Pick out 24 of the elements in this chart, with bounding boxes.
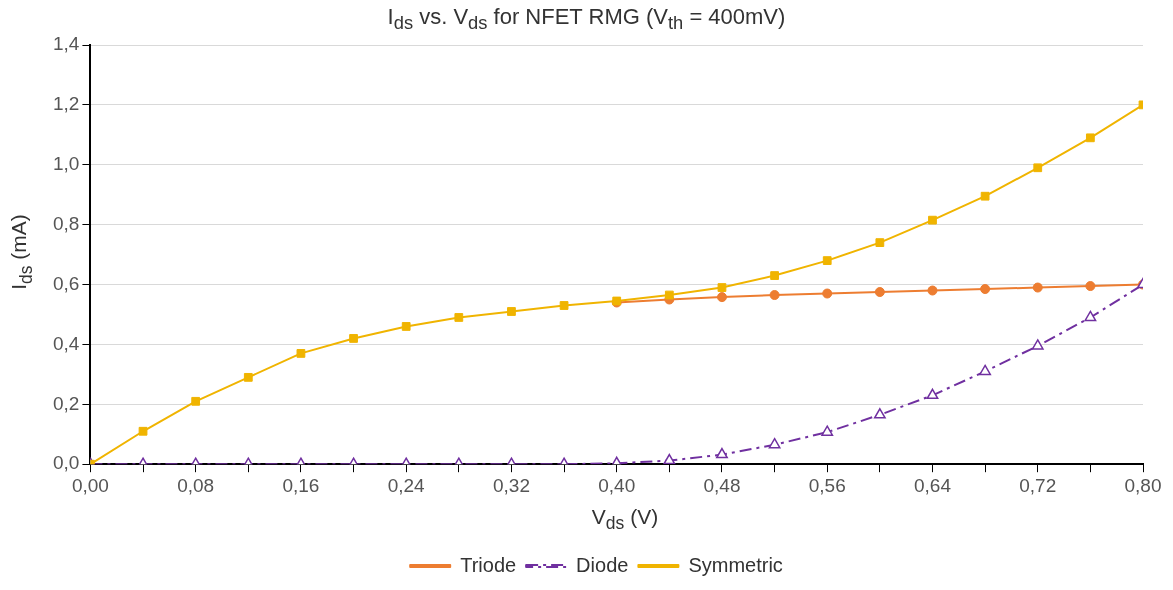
y-tick-label: 1,2 [52,93,80,115]
legend-label: Diode [576,553,629,576]
y-tick-label: 0,8 [52,212,80,234]
x-tick-label: 0,32 [492,474,530,496]
x-tick-label: 0,64 [913,474,952,496]
x-tick-label: 0,00 [71,474,109,496]
x-tick-label: 0,80 [1124,474,1162,496]
y-tick-label: 1,4 [52,33,80,55]
legend-label: Triode [460,553,517,576]
x-axis-title: V$_{ds}$ (V) [590,505,660,535]
x-tick-label: 0,40 [598,474,636,496]
chart-title: I$_{ds}$ vs. V$_{ds}$ for NFET RMG (V$_{th}$ = 400mV) [386,4,787,35]
x-tick-label: 0,24 [387,474,426,496]
legend-label: Symmetric [688,553,783,576]
x-tick-label: 0,08 [177,474,215,496]
y-tick-label: 0,2 [52,392,80,414]
y-tick-label: 0,0 [52,452,80,474]
x-tick-label: 0,56 [808,474,846,496]
x-tick-label: 0,48 [703,474,741,496]
x-tick-label: 0,16 [282,474,320,496]
x-tick-label: 0,72 [1019,474,1057,496]
y-tick-label: 1,0 [52,153,80,175]
y-tick-label: 0,4 [52,332,80,354]
y-tick-label: 0,6 [52,272,80,294]
